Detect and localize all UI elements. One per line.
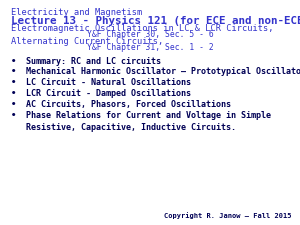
Text: •: • xyxy=(11,68,16,76)
Text: •: • xyxy=(11,57,16,66)
Text: Mechanical Harmonic Oscillator – Prototypical Oscillator: Mechanical Harmonic Oscillator – Prototy… xyxy=(26,68,300,76)
Text: LCR Circuit - Damped Oscillations: LCR Circuit - Damped Oscillations xyxy=(26,89,190,98)
Text: Copyright R. Janow – Fall 2015: Copyright R. Janow – Fall 2015 xyxy=(164,212,291,219)
Text: •: • xyxy=(11,100,16,109)
Text: •: • xyxy=(11,78,16,87)
Text: Summary: RC and LC circuits: Summary: RC and LC circuits xyxy=(26,57,160,66)
Text: Electricity and Magnetism: Electricity and Magnetism xyxy=(11,8,142,17)
Text: •: • xyxy=(11,89,16,98)
Text: Y&F Chapter 30, Sec. 5 - 6: Y&F Chapter 30, Sec. 5 - 6 xyxy=(87,30,213,39)
Text: •: • xyxy=(11,111,16,120)
Text: Alternating Current Circuits,: Alternating Current Circuits, xyxy=(11,37,163,46)
Text: Electromagnetic Oscillations in LC & LCR Circuits,: Electromagnetic Oscillations in LC & LCR… xyxy=(11,24,273,33)
Text: Lecture 13 - Physics 121 (for ECE and non-ECE): Lecture 13 - Physics 121 (for ECE and no… xyxy=(11,16,300,26)
Text: LC Circuit - Natural Oscillations: LC Circuit - Natural Oscillations xyxy=(26,78,190,87)
Text: Y&F Chapter 31, Sec. 1 - 2: Y&F Chapter 31, Sec. 1 - 2 xyxy=(87,43,213,52)
Text: AC Circuits, Phasors, Forced Oscillations: AC Circuits, Phasors, Forced Oscillation… xyxy=(26,100,230,109)
Text: Phase Relations for Current and Voltage in Simple
Resistive, Capacitive, Inducti: Phase Relations for Current and Voltage … xyxy=(26,111,271,131)
